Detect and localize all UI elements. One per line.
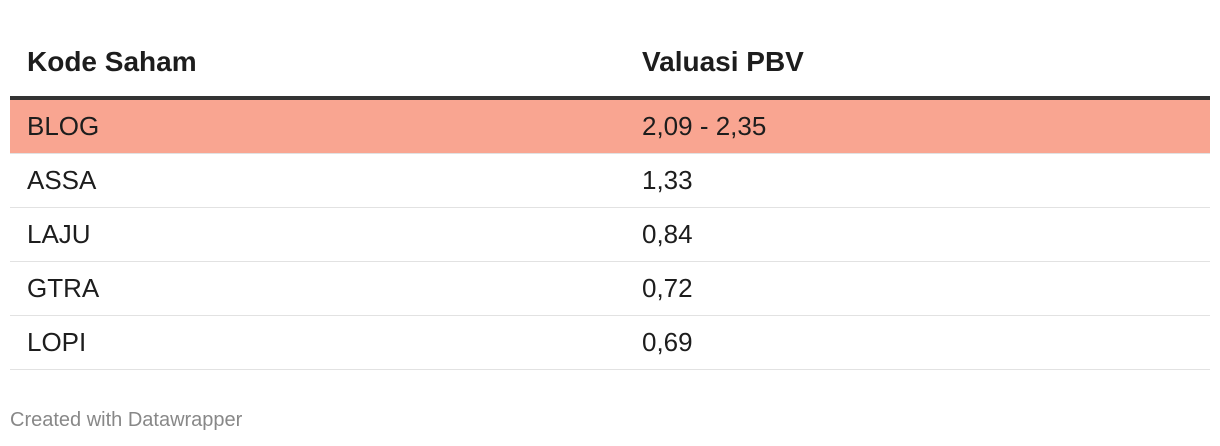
- table-cell: BLOG: [27, 111, 100, 141]
- table-cell: ASSA: [27, 165, 97, 195]
- table-cell: LAJU: [27, 219, 91, 249]
- table-cell: 1,33: [642, 165, 693, 195]
- header-cell: Valuasi PBV: [642, 46, 804, 77]
- table-cell: 2,09 - 2,35: [642, 111, 767, 141]
- table-row: ASSA 1,33: [10, 154, 1210, 208]
- table-body: BLOG 2,09 - 2,35 ASSA 1,33 LAJU 0,84 GTRA 0,72 L…: [10, 100, 1210, 370]
- header-row: Kode Saham Valuasi PBV: [10, 36, 1210, 100]
- table-cell: GTRA: [27, 273, 100, 303]
- table-cell: 0,72: [642, 273, 693, 303]
- header-cell: Kode Saham: [27, 46, 197, 77]
- table-row: BLOG 2,09 - 2,35: [10, 100, 1210, 154]
- table-cell: LOPI: [27, 327, 87, 357]
- table-row: GTRA 0,72: [10, 262, 1210, 316]
- footer: Created with Datawrapper: [10, 409, 243, 431]
- table: Kode Saham Valuasi PBV BLOG 2,09 - 2,35 AS…: [10, 36, 1210, 370]
- table-cell: 0,69: [642, 327, 693, 357]
- table-cell: 0,84: [642, 219, 693, 249]
- table-row: LAJU 0,84: [10, 208, 1210, 262]
- table-row: LOPI 0,69: [10, 316, 1210, 370]
